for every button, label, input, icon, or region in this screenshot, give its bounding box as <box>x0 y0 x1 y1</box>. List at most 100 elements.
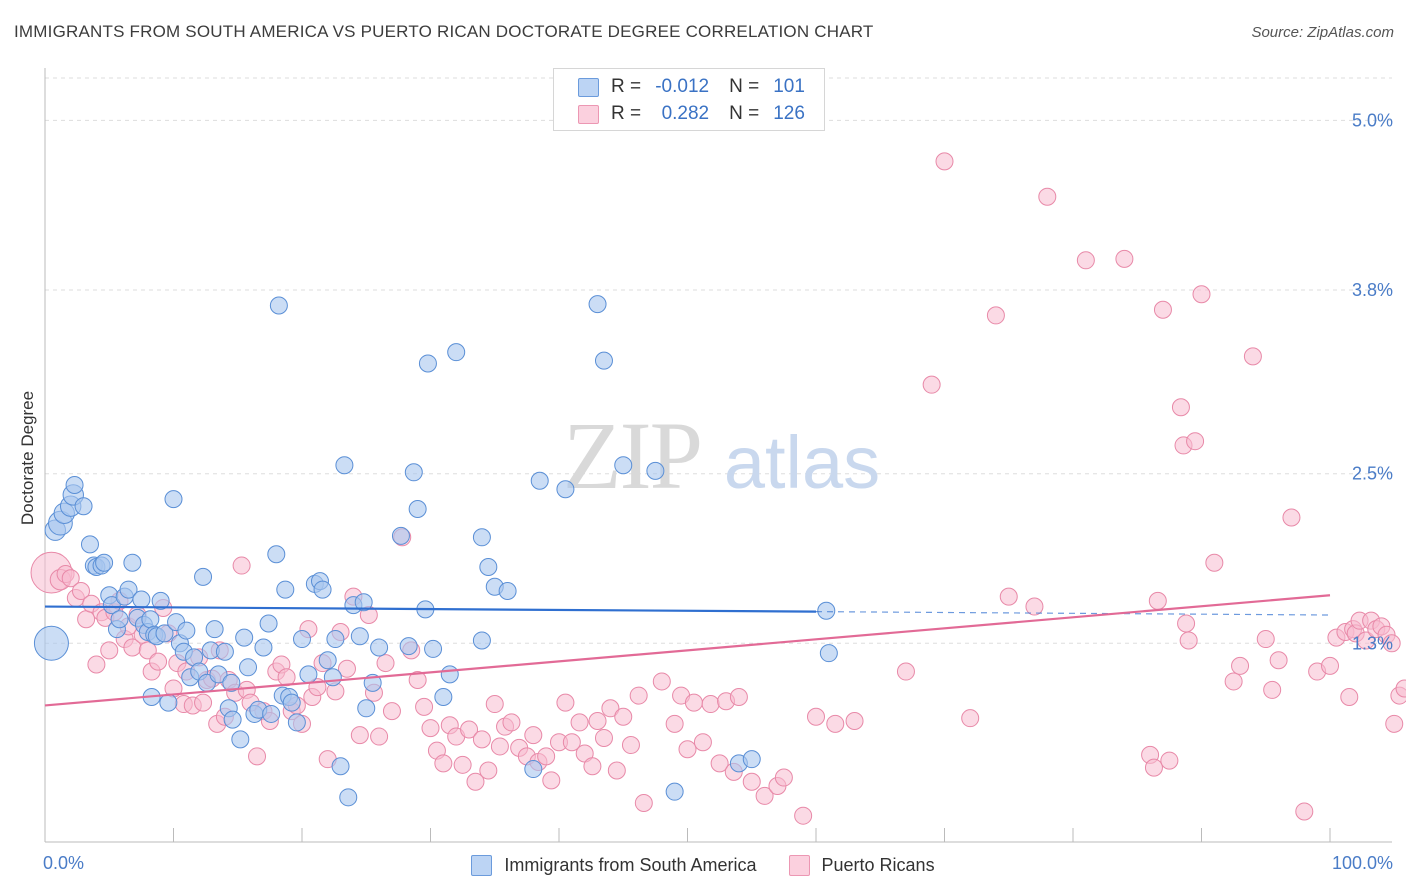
point-puerto-ricans <box>1340 687 1359 706</box>
point-puerto-ricans <box>485 695 504 714</box>
point-puerto-ricans <box>621 736 640 755</box>
point-immigrants <box>424 639 443 658</box>
trend-line-immigrants <box>44 605 817 613</box>
point-immigrants <box>335 456 354 475</box>
point-puerto-ricans <box>1025 597 1044 616</box>
point-immigrants <box>331 757 350 776</box>
point-puerto-ricans <box>634 793 653 812</box>
point-puerto-ricans <box>562 733 581 752</box>
legend-n-label: N = <box>729 76 760 97</box>
point-puerto-ricans <box>1224 672 1243 691</box>
y-axis-label: Doctorate Degree <box>18 391 37 525</box>
point-immigrants <box>665 782 684 801</box>
bottom-legend-swatch-series1 <box>471 854 493 876</box>
point-puerto-ricans <box>755 786 774 805</box>
point-immigrants <box>293 630 311 649</box>
point-immigrants <box>231 730 250 749</box>
point-puerto-ricans <box>376 654 395 673</box>
point-puerto-ricans <box>961 709 980 728</box>
point-immigrants <box>132 590 151 609</box>
point-puerto-ricans <box>232 556 251 575</box>
point-immigrants <box>235 628 254 647</box>
x-tick-label-min: 0.0% <box>43 853 84 873</box>
point-puerto-ricans <box>1205 553 1224 572</box>
point-puerto-ricans <box>845 712 864 731</box>
point-puerto-ricans <box>794 806 813 825</box>
point-puerto-ricans <box>1148 591 1167 610</box>
point-immigrants <box>819 644 838 663</box>
point-immigrants <box>350 627 369 646</box>
point-puerto-ricans <box>1144 758 1163 777</box>
point-puerto-ricans <box>408 671 427 690</box>
point-puerto-ricans <box>453 755 472 774</box>
point-puerto-ricans <box>1160 751 1179 770</box>
point-puerto-ricans <box>1115 249 1134 268</box>
legend-n-label: N = <box>729 103 760 124</box>
point-immigrants <box>408 500 427 519</box>
point-puerto-ricans <box>61 569 80 588</box>
point-puerto-ricans <box>71 581 90 600</box>
point-immigrants <box>80 535 99 554</box>
point-puerto-ricans <box>479 761 498 780</box>
point-puerto-ricans <box>1243 347 1262 366</box>
point-immigrants <box>479 557 498 576</box>
point-immigrants <box>524 760 543 779</box>
point-puerto-ricans <box>1186 432 1205 451</box>
point-immigrants <box>434 687 453 706</box>
point-immigrants <box>33 625 69 661</box>
point-immigrants <box>254 638 273 657</box>
point-immigrants <box>339 788 358 807</box>
point-immigrants <box>614 456 633 475</box>
legend-r-label: R = <box>611 76 642 97</box>
point-puerto-ricans <box>935 152 954 171</box>
point-puerto-ricans <box>1295 802 1314 821</box>
point-puerto-ricans <box>614 707 633 726</box>
point-immigrants <box>239 658 258 677</box>
point-puerto-ricans <box>1321 656 1339 675</box>
point-puerto-ricans <box>1076 251 1095 270</box>
watermark-atlas: atlas <box>724 421 880 504</box>
point-puerto-ricans <box>570 713 589 732</box>
point-puerto-ricans <box>1382 634 1401 653</box>
legend-box: R = -0.012 N = 101 R = 0.282 N = 126 <box>553 68 825 131</box>
point-puerto-ricans <box>742 772 761 791</box>
point-puerto-ricans <box>87 655 106 674</box>
point-immigrants <box>159 693 178 712</box>
point-puerto-ricans <box>77 610 96 629</box>
legend-r-label: R = <box>611 103 642 124</box>
point-puerto-ricans <box>710 754 729 773</box>
point-immigrants <box>326 630 345 649</box>
point-immigrants <box>646 461 665 480</box>
point-immigrants <box>588 295 607 314</box>
point-immigrants <box>194 567 213 586</box>
legend-swatch-series1 <box>578 77 599 97</box>
legend-row-series2: R = 0.282 N = 126 <box>578 102 805 126</box>
point-puerto-ricans <box>678 740 697 759</box>
legend-row-series1: R = -0.012 N = 101 <box>578 75 805 99</box>
point-immigrants <box>110 610 129 629</box>
point-puerto-ricans <box>684 693 703 712</box>
point-puerto-ricans <box>537 747 556 766</box>
bottom-legend-label-series1: Immigrants from South America <box>504 854 757 875</box>
point-puerto-ricans <box>629 686 648 705</box>
y-tick-label: 5.0% <box>1352 110 1393 130</box>
watermark-zip: ZIP <box>563 402 701 509</box>
point-puerto-ricans <box>588 712 607 731</box>
point-immigrants <box>259 614 278 633</box>
legend-n-value-series1: 101 <box>773 76 805 97</box>
legend-swatch-series2 <box>578 104 599 124</box>
point-immigrants <box>209 665 228 684</box>
point-puerto-ricans <box>337 659 356 678</box>
point-immigrants <box>215 642 234 661</box>
point-immigrants <box>222 673 241 692</box>
point-immigrants <box>276 580 295 599</box>
point-immigrants <box>318 651 337 670</box>
point-immigrants <box>447 343 466 362</box>
point-immigrants <box>262 704 281 723</box>
point-puerto-ricans <box>415 697 434 716</box>
point-immigrants <box>556 480 575 499</box>
point-puerto-ricans <box>607 761 626 780</box>
point-puerto-ricans <box>896 662 915 681</box>
point-immigrants <box>404 463 423 482</box>
point-immigrants <box>95 553 114 572</box>
